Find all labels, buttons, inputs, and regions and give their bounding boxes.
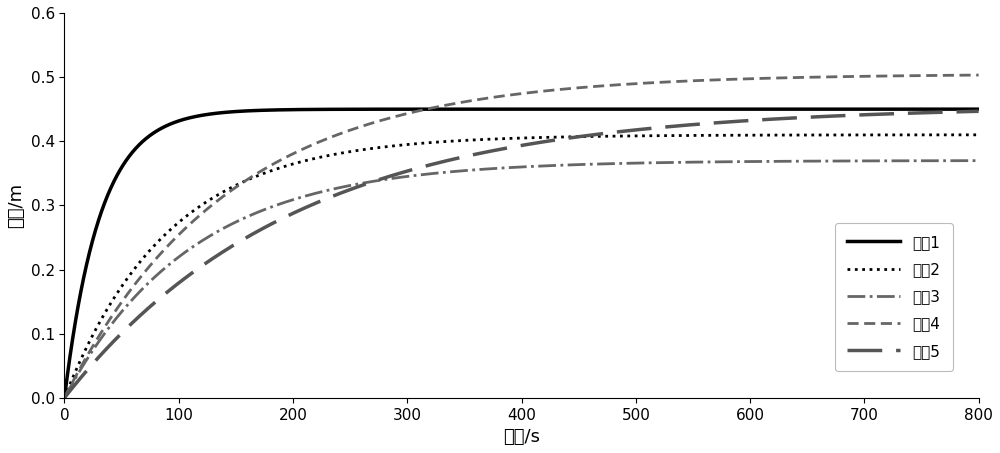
单元3 (449, 169, 461, 174)
Line: 单元5: 单元5 (64, 111, 979, 398)
单元4 (217, 194, 229, 199)
单元3 (163, 262, 175, 268)
Line: 单元1: 单元1 (64, 109, 979, 398)
单元2 (58, 395, 70, 400)
单元3 (856, 158, 868, 164)
单元5 (217, 249, 229, 255)
单元3 (973, 158, 985, 164)
Legend: 单元1, 单元2, 单元3, 单元4, 单元5: 单元1, 单元2, 单元3, 单元4, 单元5 (835, 222, 953, 371)
单元5 (449, 156, 461, 162)
单元4 (163, 242, 175, 248)
单元1 (955, 106, 967, 112)
Line: 单元3: 单元3 (64, 161, 979, 398)
单元5 (856, 112, 868, 118)
单元5 (163, 288, 175, 294)
单元4 (973, 72, 985, 78)
单元5 (955, 109, 967, 115)
单元2 (955, 132, 967, 138)
单元5 (973, 109, 985, 114)
Line: 单元4: 单元4 (64, 75, 979, 398)
单元4 (58, 395, 70, 400)
单元5 (409, 166, 421, 172)
Y-axis label: 水位/m: 水位/m (7, 183, 25, 228)
单元2 (217, 189, 229, 195)
Line: 单元2: 单元2 (64, 135, 979, 398)
单元3 (955, 158, 967, 164)
单元2 (449, 138, 461, 144)
单元2 (856, 132, 868, 138)
单元3 (58, 395, 70, 400)
单元3 (409, 173, 421, 178)
单元1 (856, 106, 868, 112)
单元1 (409, 106, 421, 112)
单元1 (449, 106, 461, 112)
单元4 (955, 72, 967, 78)
单元5 (58, 395, 70, 400)
单元1 (973, 106, 985, 112)
X-axis label: 时间/s: 时间/s (503, 428, 540, 446)
单元2 (409, 141, 421, 146)
单元4 (409, 109, 421, 115)
单元2 (163, 228, 175, 234)
单元1 (163, 122, 175, 127)
单元1 (217, 110, 229, 115)
单元1 (58, 395, 70, 400)
单元4 (856, 73, 868, 79)
单元4 (449, 101, 461, 106)
单元2 (973, 132, 985, 138)
单元3 (217, 226, 229, 231)
